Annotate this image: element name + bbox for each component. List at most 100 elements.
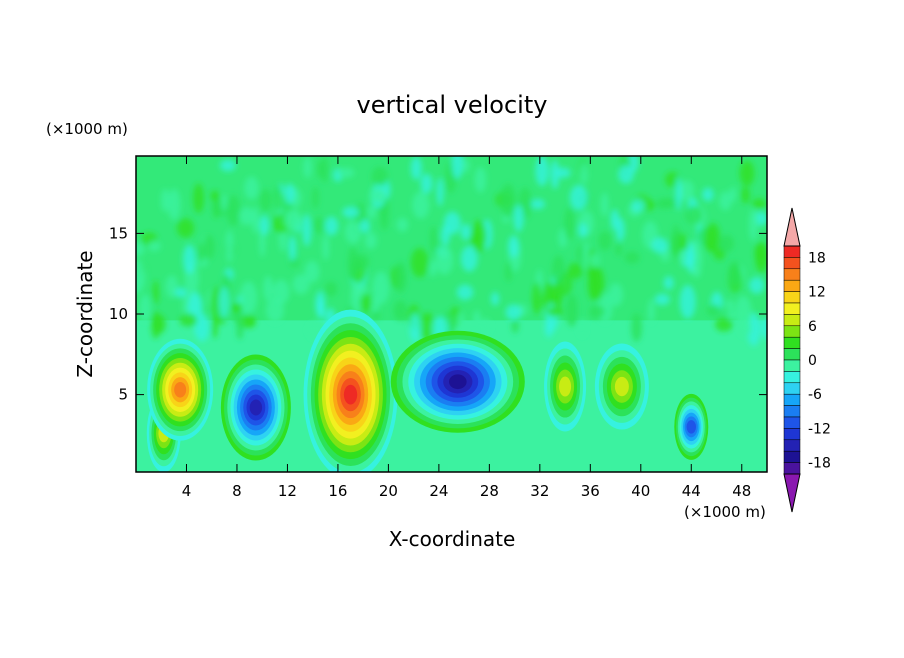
x-tick-label: 40 bbox=[631, 482, 650, 500]
turbulence-cell bbox=[337, 167, 355, 178]
colorbar-tick-label: -18 bbox=[808, 456, 831, 472]
turbulence-cell bbox=[719, 191, 732, 211]
turbulence-cell bbox=[429, 259, 437, 277]
turbulence-cell bbox=[219, 159, 236, 172]
turbulence-cell bbox=[360, 293, 372, 313]
turbulence-cell bbox=[558, 228, 568, 248]
turbulence-cell bbox=[371, 166, 388, 187]
turbulence-cell bbox=[221, 194, 228, 211]
turbulence-cell bbox=[739, 160, 755, 186]
contour-band bbox=[448, 374, 467, 390]
colorbar-segment bbox=[783, 336, 801, 349]
turbulence-cell bbox=[567, 262, 583, 279]
turbulence-cell bbox=[552, 255, 565, 285]
colorbar-segment bbox=[783, 371, 801, 384]
turbulence-cell bbox=[751, 198, 767, 210]
colorbar-segment bbox=[783, 279, 801, 292]
turbulence-cell bbox=[679, 284, 696, 319]
velocity-cell bbox=[594, 343, 649, 430]
turbulence-cell bbox=[718, 234, 735, 253]
velocity-cell bbox=[390, 330, 525, 433]
colorbar-tick-label: -6 bbox=[808, 387, 822, 403]
x-axis-ticks: 4 8 12 16 20 24 28 32 36 40 44 48 bbox=[182, 156, 751, 500]
turbulence-cell bbox=[174, 287, 187, 298]
y-axis-label: Z-coordinate bbox=[73, 250, 97, 377]
velocity-cell bbox=[147, 338, 214, 441]
turbulence-cell bbox=[600, 192, 609, 217]
colorbar-segment bbox=[783, 416, 801, 429]
turbulence-cell bbox=[702, 187, 714, 202]
turbulence-cell bbox=[456, 284, 474, 300]
turbulence-cell bbox=[656, 198, 670, 210]
turbulence-cell bbox=[226, 194, 241, 226]
turbulence-cell bbox=[678, 180, 695, 202]
turbulence-cell bbox=[715, 317, 733, 332]
turbulence-cell bbox=[547, 306, 564, 317]
turbulence-cell bbox=[671, 224, 681, 258]
turbulence-cell bbox=[456, 311, 465, 338]
turbulence-cell bbox=[316, 160, 324, 179]
turbulence-cell bbox=[654, 293, 670, 306]
colorbar-segment bbox=[783, 302, 801, 315]
x-tick-label: 4 bbox=[182, 482, 192, 500]
turbulence-cell bbox=[410, 248, 429, 278]
turbulence-cell bbox=[211, 316, 218, 339]
turbulence-cell bbox=[350, 281, 364, 313]
turbulence-cell bbox=[324, 216, 339, 236]
turbulence-cell bbox=[182, 244, 196, 275]
turbulence-cell bbox=[471, 219, 487, 254]
turbulence-cell bbox=[725, 299, 735, 310]
turbulence-cell bbox=[302, 213, 312, 247]
turbulence-cell bbox=[460, 223, 472, 240]
turbulence-cell bbox=[420, 173, 433, 194]
contour-band bbox=[559, 376, 572, 397]
turbulence-cell bbox=[679, 249, 686, 265]
turbulence-cell bbox=[409, 313, 421, 343]
turbulence-cell bbox=[555, 167, 571, 179]
turbulence-cell bbox=[565, 293, 578, 327]
turbulence-cell bbox=[615, 217, 625, 242]
turbulence-cell bbox=[580, 162, 588, 184]
turbulence-cell bbox=[511, 317, 519, 334]
turbulence-cell bbox=[748, 276, 765, 294]
turbulence-cell bbox=[480, 318, 492, 334]
turbulence-cell bbox=[748, 208, 758, 242]
x-tick-label: 12 bbox=[278, 482, 297, 500]
turbulence-cell bbox=[315, 291, 325, 317]
y-tick-label: 5 bbox=[118, 386, 128, 404]
turbulence-cell bbox=[755, 242, 767, 274]
turbulence-cell bbox=[136, 259, 146, 294]
turbulence-cell bbox=[462, 158, 470, 173]
x-tick-label: 44 bbox=[682, 482, 701, 500]
colorbar-segment bbox=[783, 359, 801, 372]
turbulence-cell bbox=[615, 243, 623, 257]
turbulence-cell bbox=[160, 188, 170, 212]
x-tick-label: 16 bbox=[328, 482, 347, 500]
y-units-label: (×1000 m) bbox=[46, 120, 128, 138]
colorbar-tick-label: 6 bbox=[808, 319, 817, 335]
turbulence-texture bbox=[136, 156, 767, 346]
turbulence-cell bbox=[504, 261, 513, 283]
turbulence-cell bbox=[179, 313, 198, 328]
turbulence-cell bbox=[247, 315, 256, 328]
turbulence-cell bbox=[230, 302, 245, 313]
colorbar-segment bbox=[783, 291, 801, 304]
turbulence-cell bbox=[500, 183, 516, 217]
x-tick-label: 24 bbox=[429, 482, 448, 500]
turbulence-cell bbox=[372, 271, 390, 305]
turbulence-cell bbox=[263, 275, 273, 302]
turbulence-cell bbox=[564, 207, 575, 241]
turbulence-cell bbox=[608, 283, 624, 307]
colorbar-tick-label: 12 bbox=[808, 285, 826, 301]
colorbar-segment bbox=[783, 268, 801, 281]
velocity-cell bbox=[544, 341, 587, 432]
field-background bbox=[136, 156, 767, 472]
turbulence-cell bbox=[292, 274, 310, 295]
turbulence-cell bbox=[396, 217, 409, 232]
turbulence-cell bbox=[370, 297, 380, 313]
turbulence-cell bbox=[706, 304, 721, 316]
colorbar-segment bbox=[783, 462, 801, 475]
colorbar-segment bbox=[783, 325, 801, 338]
x-tick-label: 48 bbox=[732, 482, 751, 500]
turbulence-cell bbox=[647, 299, 655, 324]
